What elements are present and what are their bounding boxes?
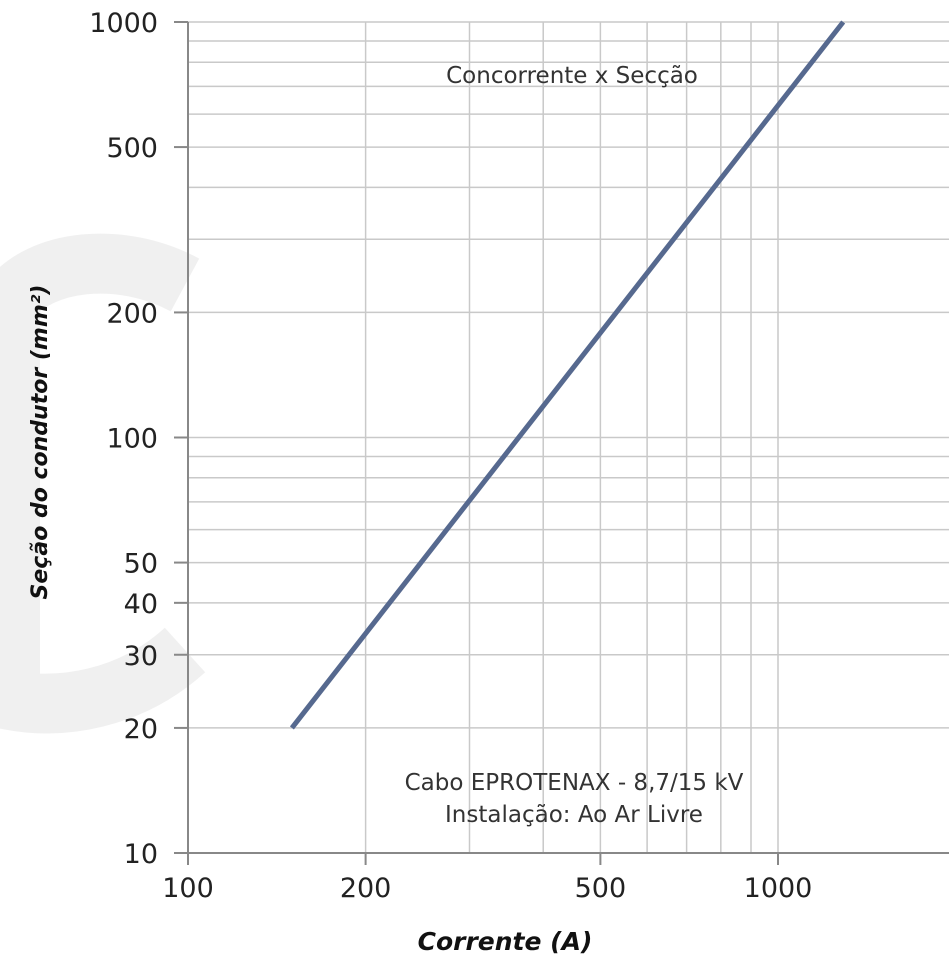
y-tick-label: 30 [124, 641, 158, 672]
x-tick-label: 200 [340, 873, 392, 904]
y-tick-label: 40 [124, 589, 158, 620]
axes [174, 21, 949, 865]
y-tick-label: 50 [124, 549, 158, 580]
x-tick-label: 500 [575, 873, 627, 904]
y-tick-label: 500 [106, 133, 158, 164]
annotation-cable: Cabo EPROTENAX - 8,7/15 kV [405, 770, 744, 796]
chart-title: Concorrente x Secção [446, 63, 698, 89]
tick-labels: 10 20 30 40 50 100 200 500 1000 100 200 500 1000 [89, 8, 812, 904]
annotation-installation: Instalação: Ao Ar Livre [445, 802, 703, 828]
y-tick-label: 20 [124, 714, 158, 745]
x-tick-label: 1000 [744, 873, 813, 904]
watermark-logo [0, 233, 206, 734]
series-line [289, 20, 846, 730]
x-tick-label: 100 [162, 873, 214, 904]
y-tick-label: 200 [106, 298, 158, 329]
series-layer [289, 20, 846, 730]
grid [187, 21, 949, 854]
y-tick-label: 100 [106, 424, 158, 455]
y-axis-title: Seção do condutor (mm²) [28, 285, 53, 600]
y-tick-label: 10 [124, 839, 158, 870]
x-axis-title: Corrente (A) [418, 927, 593, 954]
y-tick-label: 1000 [89, 8, 158, 39]
